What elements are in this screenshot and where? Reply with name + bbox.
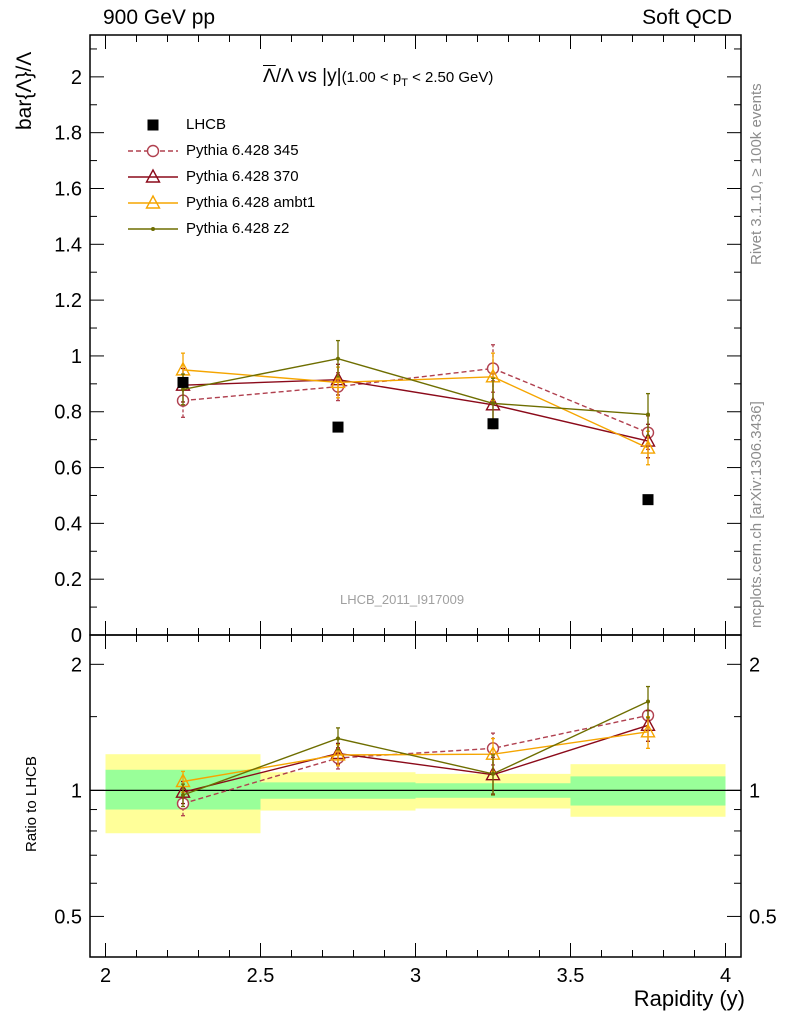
series-line (182, 358, 649, 416)
x-tick-label: 4 (720, 965, 731, 987)
data-point-triangle (330, 746, 346, 761)
data-point-dot (491, 401, 495, 406)
series-pythia-6-428-z2 (181, 339, 650, 437)
title-range: (1.00 < pT < 2.50 GeV) (341, 69, 494, 89)
title-lambda-bar: Λ (263, 66, 276, 87)
data-point-dot (181, 792, 185, 797)
data-point-dot (491, 771, 495, 776)
analysis-id-watermark: LHCB_2011_I917009 (340, 592, 465, 607)
data-point-triangle (330, 373, 346, 389)
y-tick-label: 0.8 (54, 402, 82, 424)
y-tick-label: 1 (71, 346, 82, 368)
data-point-triangle (145, 194, 161, 209)
series-line (182, 714, 649, 805)
rivet-version-text: Rivet 3.1.10, ≥ 100k events (748, 83, 765, 265)
header-right: Soft QCD (642, 6, 732, 29)
y-tick-label: 1.4 (54, 234, 82, 256)
series-pythia-6-428-370 (175, 363, 656, 459)
y-tick-label: 1.2 (54, 290, 82, 312)
x-tick-label: 3.5 (557, 965, 585, 987)
title-main: /Λ vs |y| (275, 66, 342, 87)
legend-marker-dot-icon (128, 227, 178, 231)
legend-marker-circle-icon (128, 144, 178, 158)
x-tick-label: 2 (100, 965, 111, 987)
mcplots-credit-text: mcplots.cern.ch [arXiv:1306.3436] (748, 401, 765, 628)
legend-marker-square-icon (147, 119, 159, 131)
series-pythia-6-428-345 (176, 344, 655, 451)
x-tick-label: 3 (410, 965, 421, 987)
y-tick-label: 2 (71, 67, 82, 89)
ratio-y-tick-label: 1 (749, 780, 760, 802)
data-point-triangle (145, 168, 161, 183)
data-point-square (147, 119, 159, 131)
x-axis-label: Rapidity (y) (633, 986, 745, 1011)
data-point-square (177, 376, 189, 388)
y-tick-label: 0.6 (54, 458, 82, 480)
plot-title: Λ/Λ vs |y|(1.00 < pT < 2.50 GeV) (263, 66, 493, 89)
data-point-square (487, 418, 499, 430)
ratio-y-tick-label: 0.5 (54, 906, 82, 928)
data-point-square (332, 421, 344, 433)
ratio-y-axis-label: Ratio to LHCB (23, 756, 40, 852)
data-point-dot (336, 736, 340, 741)
ratio-plot-frame (89, 634, 742, 958)
ratio-y-tick-label: 0.5 (749, 906, 777, 928)
ratio-y-tick-label: 1 (71, 780, 82, 802)
data-point-dot (336, 356, 340, 361)
x-tick-label: 2.5 (247, 965, 275, 987)
series-line (182, 724, 649, 793)
y-tick-label: 0.4 (54, 513, 82, 535)
y-tick-label: 0 (71, 625, 82, 647)
legend-marker-triangle-icon (128, 168, 178, 183)
legend-marker-triangle-icon (128, 194, 178, 209)
y-tick-label: 0.2 (54, 569, 82, 591)
series-line (182, 700, 649, 796)
series-line (182, 367, 649, 434)
series-line (182, 369, 649, 449)
data-point-triangle (640, 439, 656, 454)
series-lhcb (177, 376, 654, 506)
y-tick-label: 1.8 (54, 123, 82, 145)
ratio-y-tick-label: 2 (749, 654, 760, 676)
series-line (182, 378, 649, 442)
data-point-square (642, 494, 654, 506)
y-tick-label: 1.6 (54, 178, 82, 200)
data-point-dot (646, 412, 650, 417)
data-point-triangle (640, 723, 656, 738)
top-y-axis-label: bar{Λ}/Λ (13, 51, 36, 130)
series-pythia-6-428-z2 (181, 685, 650, 808)
series-pythia-6-428-ambt1 (175, 352, 656, 466)
header-left: 900 GeV pp (103, 6, 216, 29)
series-line (182, 731, 649, 783)
data-point-dot (181, 387, 185, 392)
data-point-circle (146, 144, 160, 158)
data-point-dot (646, 699, 650, 704)
data-point-dot (151, 227, 155, 231)
ratio-y-tick-label: 2 (71, 654, 82, 676)
